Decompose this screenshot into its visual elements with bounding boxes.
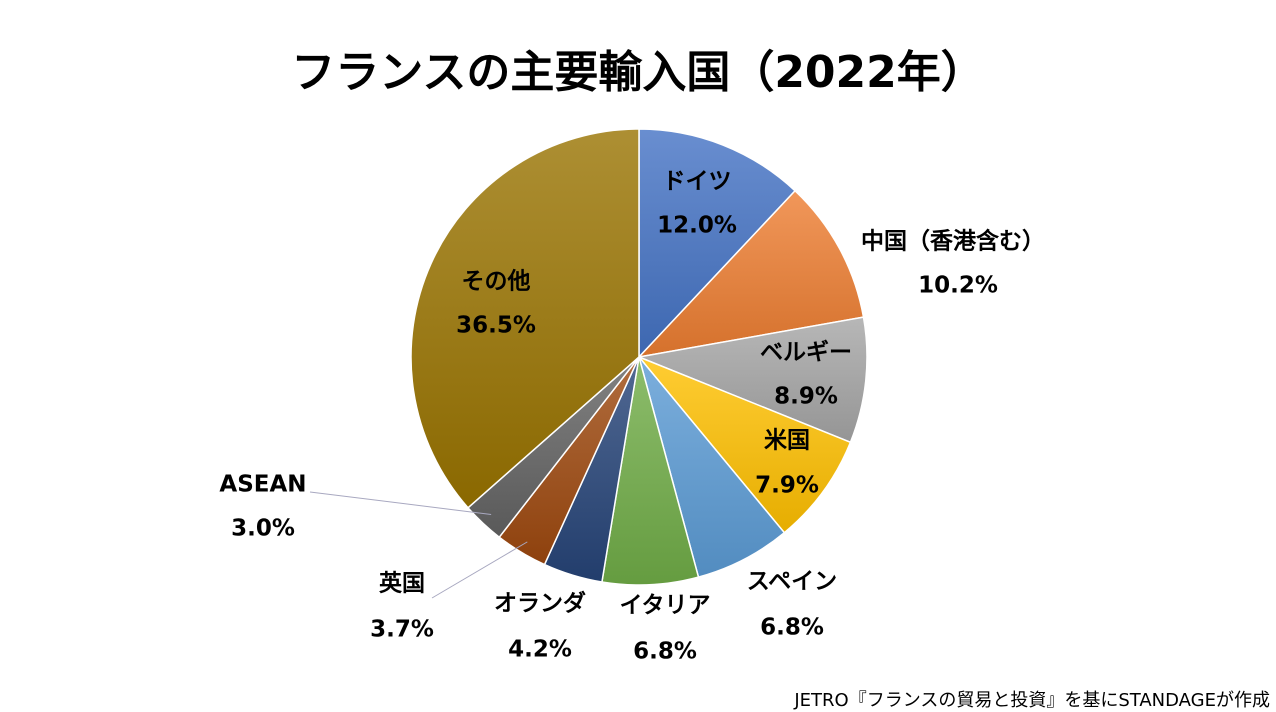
slice-value-label: 8.9%	[774, 384, 838, 410]
source-note: JETRO『フランスの貿易と投資』を基にSTANDAGEが作成	[794, 690, 1270, 711]
slice-label: 中国（香港含む）	[861, 228, 1045, 255]
pie-slice	[636, 189, 865, 359]
leader-line	[309, 491, 492, 515]
pie-slice	[638, 356, 852, 534]
slice-value-label: 12.0%	[657, 213, 737, 239]
slice-label: ドイツ	[663, 169, 732, 195]
chart-title: フランスの主要輸入国（2022年）	[291, 47, 985, 98]
slice-label: 英国	[379, 570, 425, 597]
slice-value-label: 6.8%	[760, 615, 824, 641]
slice-label: ベルギー	[760, 340, 852, 366]
slice-value-label: 10.2%	[918, 273, 998, 299]
slice-value-label: 36.5%	[456, 313, 536, 339]
slice-label: スペイン	[747, 569, 837, 595]
slice-label: その他	[462, 269, 531, 295]
pie-slice	[638, 128, 797, 359]
slice-value-label: 4.2%	[508, 637, 572, 663]
slice-value-label: 3.0%	[231, 516, 295, 542]
slice-label: 米国	[764, 428, 810, 454]
pie-slice	[636, 316, 868, 444]
slice-value-label: 6.8%	[633, 639, 697, 665]
slice-label: イタリア	[619, 593, 710, 619]
pie-slice	[410, 128, 640, 509]
slice-value-label: 7.9%	[755, 473, 819, 499]
slice-value-label: 3.7%	[370, 617, 434, 643]
leader-line	[431, 541, 528, 599]
slice-label: オランダ	[494, 590, 586, 617]
slice-label: ASEAN	[219, 472, 306, 498]
